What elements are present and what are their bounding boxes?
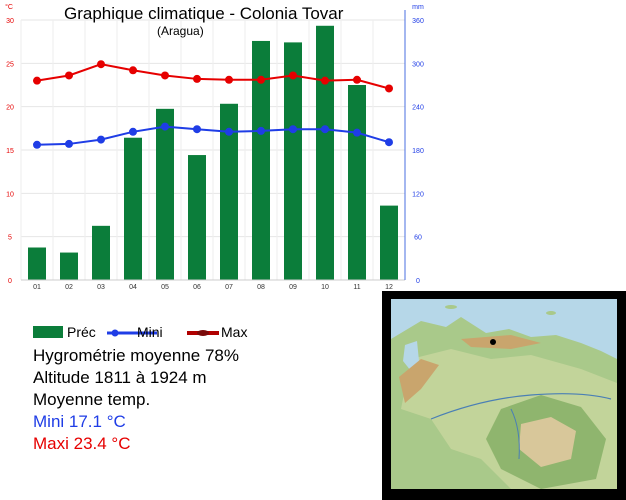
- mini-temp-point: [353, 128, 361, 137]
- x-tick-label: 04: [129, 284, 137, 291]
- venezuela-relief-map: [391, 299, 617, 489]
- precipitation-bar: [124, 137, 142, 280]
- mini-temp-point: [193, 125, 201, 134]
- max-temp-point: [65, 71, 73, 80]
- grid-layer: [20, 19, 406, 281]
- y-left-tick-label: 25: [6, 61, 14, 68]
- precipitation-bar: [156, 108, 174, 280]
- mini-temp-point: [97, 135, 105, 144]
- y-left-tick-label: 30: [6, 18, 14, 25]
- y-right-tick-label: 0: [416, 278, 420, 285]
- y-right-tick-label: 120: [412, 191, 424, 198]
- temperature-lines: [33, 60, 393, 149]
- precipitation-bar: [60, 252, 78, 280]
- max-temp-point: [385, 84, 393, 93]
- precipitation-bars: [28, 25, 398, 281]
- y-right-tick-label: 360: [412, 18, 424, 25]
- location-marker: [490, 339, 496, 345]
- max-temp-point: [321, 76, 329, 85]
- mini-temp-point: [321, 125, 329, 134]
- precipitation-bar: [28, 247, 46, 280]
- y-right-unit: mm: [412, 4, 424, 11]
- x-tick-label: 12: [385, 284, 393, 291]
- precipitation-bar: [316, 25, 334, 281]
- x-tick-label: 09: [289, 284, 297, 291]
- precipitation-bar: [92, 225, 110, 280]
- mini-temp-point: [289, 125, 297, 134]
- mean-temp-label: Moyenne temp.: [33, 390, 151, 409]
- x-tick-label: 05: [161, 284, 169, 291]
- max-temp-point: [161, 71, 169, 80]
- y-left-tick-label: 0: [8, 278, 12, 285]
- x-tick-label: 02: [65, 284, 73, 291]
- mini-temp-point: [385, 138, 393, 147]
- x-tick-label: 03: [97, 284, 105, 291]
- x-tick-label: 08: [257, 284, 265, 291]
- legend-label-max: Max: [221, 324, 248, 340]
- legend-swatch-mini: [107, 329, 157, 337]
- max-temp-point: [193, 74, 201, 83]
- mini-temp-text: Mini 17.1 °C: [33, 412, 126, 431]
- y-right-tick-label: 180: [412, 148, 424, 155]
- precipitation-bar: [220, 103, 238, 281]
- precipitation-bar: [252, 40, 270, 280]
- location-map: [382, 291, 626, 500]
- max-temp-point: [225, 75, 233, 84]
- max-temp-line: [36, 63, 390, 90]
- y-right-tick-label: 300: [412, 61, 424, 68]
- legend-swatch-max: [187, 330, 219, 336]
- altitude-text: Altitude 1811 à 1924 m: [33, 368, 207, 387]
- max-temp-point: [353, 75, 361, 84]
- mini-temp-point: [65, 139, 73, 148]
- legend-label-prec: Préc: [67, 324, 96, 340]
- mini-temp-point: [257, 126, 265, 135]
- x-tick-label: 11: [353, 284, 360, 291]
- y-left-tick-label: 20: [6, 105, 14, 112]
- precipitation-bar: [284, 42, 302, 281]
- mini-temp-point: [161, 122, 169, 131]
- x-tick-label: 10: [321, 284, 329, 291]
- chart-title: Graphique climatique - Colonia Tovar: [64, 4, 344, 23]
- maxi-temp-text: Maxi 23.4 °C: [33, 434, 131, 453]
- x-tick-label: 07: [225, 284, 233, 291]
- y-right-tick-label: 60: [414, 235, 422, 242]
- precipitation-bar: [348, 85, 366, 280]
- legend-swatch-prec: [33, 326, 63, 338]
- mini-temp-point: [33, 140, 41, 149]
- y-left-tick-label: 15: [6, 148, 14, 155]
- y-right-tick-label: 240: [412, 105, 424, 112]
- max-temp-point: [33, 76, 41, 85]
- max-temp-point: [289, 71, 297, 80]
- x-tick-label: 01: [33, 284, 41, 291]
- y-left-tick-label: 10: [6, 191, 14, 198]
- chart-subtitle: (Aragua): [157, 24, 204, 38]
- map-graphic: [391, 299, 617, 489]
- mini-temp-point: [225, 127, 233, 136]
- max-temp-point: [257, 75, 265, 84]
- y-left-tick-label: 5: [8, 235, 12, 242]
- hygrometry-text: Hygrométrie moyenne 78%: [33, 346, 239, 365]
- mini-temp-point: [129, 127, 137, 136]
- max-temp-point: [129, 66, 137, 75]
- precipitation-bar: [188, 155, 206, 280]
- y-left-unit: °C: [5, 3, 13, 11]
- mini-temp-line: [36, 125, 390, 146]
- precipitation-bar: [380, 205, 398, 280]
- legend-label-mini: Mini: [137, 324, 163, 340]
- max-temp-point: [97, 60, 105, 69]
- x-tick-label: 06: [193, 284, 201, 291]
